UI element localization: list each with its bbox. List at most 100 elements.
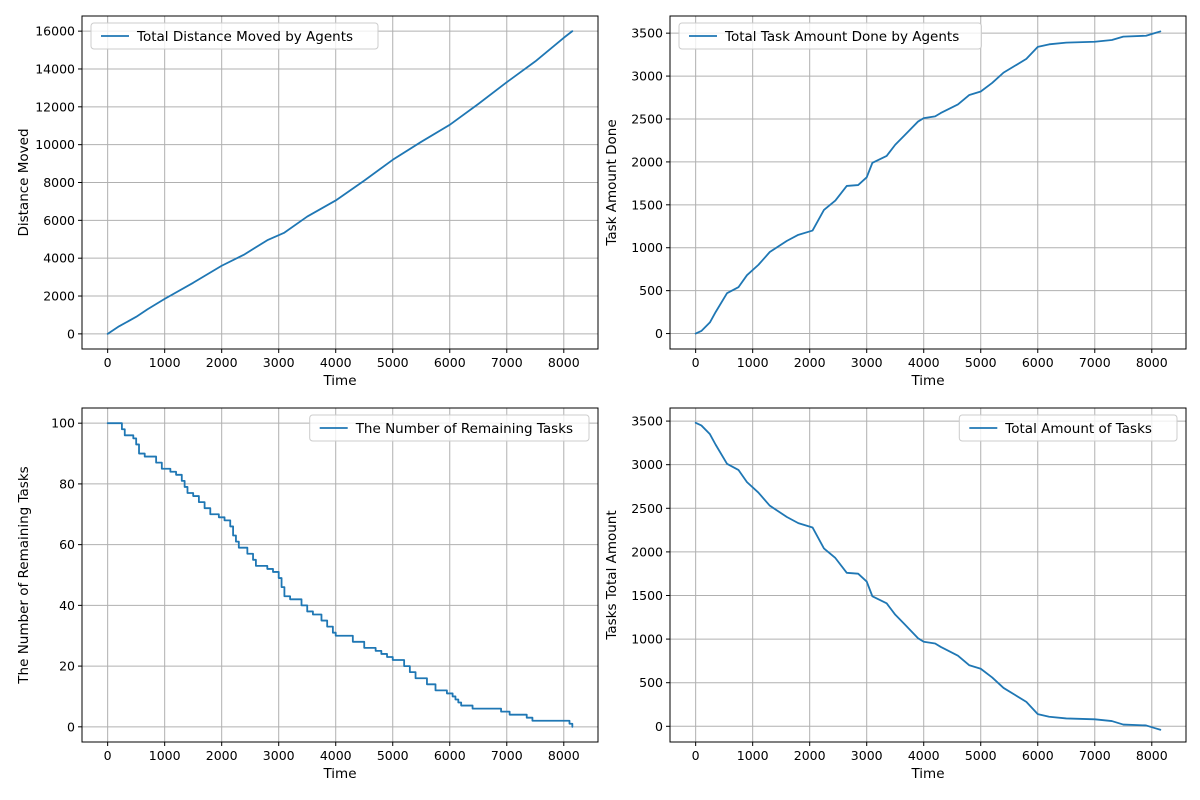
y-tick-label: 20 [59, 659, 75, 674]
y-tick-label: 1500 [631, 197, 663, 212]
y-tick-label: 1000 [631, 632, 663, 647]
y-tick-label: 4000 [43, 251, 75, 266]
x-tick-label: 4000 [320, 355, 352, 370]
x-tick-label: 7000 [491, 355, 523, 370]
y-tick-label: 500 [639, 675, 663, 690]
x-tick-label: 4000 [908, 748, 940, 763]
y-axis-label: Distance Moved [16, 128, 32, 236]
y-tick-label: 2500 [631, 501, 663, 516]
y-tick-label: 60 [59, 537, 75, 552]
series-line-1 [106, 30, 574, 335]
series-line-1 [106, 422, 574, 728]
x-tick-label: 6000 [434, 748, 466, 763]
x-tick-label: 5000 [377, 748, 409, 763]
y-tick-label: 3000 [631, 457, 663, 472]
y-tick-label: 1500 [631, 588, 663, 603]
y-tick-label: 6000 [43, 213, 75, 228]
axes-frame [81, 15, 599, 350]
x-axis-label: Time [322, 766, 356, 782]
axes-frame [669, 15, 1187, 350]
x-tick-label: 2000 [206, 355, 238, 370]
x-tick-label: 5000 [377, 355, 409, 370]
y-tick-label: 16000 [35, 24, 75, 39]
y-tick-label: 2000 [43, 289, 75, 304]
x-tick-label: 3000 [851, 355, 883, 370]
x-tick-label: 4000 [320, 748, 352, 763]
y-tick-label: 100 [51, 416, 75, 431]
x-tick-label: 0 [692, 355, 700, 370]
y-tick-label: 2000 [631, 544, 663, 559]
x-tick-label: 0 [104, 748, 112, 763]
y-axis-label: Tasks Total Amount [604, 510, 620, 640]
y-tick-label: 1000 [631, 240, 663, 255]
x-tick-label: 1000 [149, 748, 181, 763]
x-tick-label: 0 [692, 748, 700, 763]
x-tick-label: 4000 [908, 355, 940, 370]
x-tick-label: 1000 [737, 355, 769, 370]
legend: Total Distance Moved by Agents [90, 22, 379, 50]
y-tick-label: 0 [655, 719, 663, 734]
y-tick-label: 2500 [631, 111, 663, 126]
x-tick-label: 7000 [1079, 748, 1111, 763]
y-axis-label: Task Amount Done [604, 119, 620, 246]
x-tick-label: 8000 [548, 748, 580, 763]
x-tick-label: 1000 [737, 748, 769, 763]
subplot-1: 0 1000 2000 3000 4000 5000 6000 7000 8000 0 2000 40… [16, 15, 599, 389]
y-tick-label: 0 [67, 719, 75, 734]
y-tick-label: 14000 [35, 61, 75, 76]
axes-frame [81, 407, 599, 743]
x-tick-label: 3000 [263, 355, 295, 370]
legend: Total Amount of Tasks [958, 414, 1178, 442]
y-tick-label: 3000 [631, 69, 663, 84]
x-tick-label: 8000 [548, 355, 580, 370]
y-tick-label: 10000 [35, 137, 75, 152]
y-tick-label: 0 [67, 326, 75, 341]
subplot-4: 0 1000 2000 3000 4000 5000 6000 7000 8000 0 500 100… [604, 407, 1187, 782]
series-line-1 [694, 421, 1162, 731]
x-tick-label: 6000 [434, 355, 466, 370]
x-axis-label: Time [322, 373, 356, 389]
x-tick-label: 2000 [206, 748, 238, 763]
x-tick-label: 7000 [491, 748, 523, 763]
legend-frame [309, 414, 590, 442]
x-axis-label: Time [910, 766, 944, 782]
y-axis-label: The Number of Remaining Tasks [16, 466, 32, 684]
x-tick-label: 0 [104, 355, 112, 370]
legend-label: The Number of Remaining Tasks [355, 421, 573, 437]
y-tick-label: 12000 [35, 99, 75, 114]
x-axis-label: Time [910, 373, 944, 389]
x-tick-label: 2000 [794, 748, 826, 763]
legend-label: Total Task Amount Done by Agents [724, 29, 959, 45]
x-tick-label: 8000 [1136, 748, 1168, 763]
x-tick-label: 6000 [1022, 748, 1054, 763]
legend-label: Total Distance Moved by Agents [136, 29, 353, 45]
subplot-3: 0 1000 2000 3000 4000 5000 6000 7000 8000 0 20 40 60… [16, 407, 599, 782]
legend-label: Total Amount of Tasks [1004, 421, 1152, 437]
y-tick-label: 80 [59, 476, 75, 491]
x-tick-label: 8000 [1136, 355, 1168, 370]
legend: Total Task Amount Done by Agents [678, 22, 982, 50]
x-tick-label: 1000 [149, 355, 181, 370]
y-tick-label: 2000 [631, 154, 663, 169]
x-tick-label: 3000 [851, 748, 883, 763]
x-tick-label: 3000 [263, 748, 295, 763]
x-tick-label: 6000 [1022, 355, 1054, 370]
subplot-2: 0 1000 2000 3000 4000 5000 6000 7000 8000 0 500 100… [604, 15, 1187, 389]
y-tick-label: 40 [59, 598, 75, 613]
y-tick-label: 3500 [631, 414, 663, 429]
series-line-1 [694, 30, 1162, 335]
x-tick-label: 5000 [965, 355, 997, 370]
x-tick-label: 5000 [965, 748, 997, 763]
legend: The Number of Remaining Tasks [309, 414, 590, 442]
x-tick-label: 7000 [1079, 355, 1111, 370]
y-tick-label: 8000 [43, 175, 75, 190]
y-tick-label: 0 [655, 326, 663, 341]
y-tick-label: 3500 [631, 26, 663, 41]
legend-frame [958, 414, 1178, 442]
legend-frame [678, 22, 982, 50]
x-tick-label: 2000 [794, 355, 826, 370]
y-tick-label: 500 [639, 283, 663, 298]
legend-frame [90, 22, 379, 50]
axes-frame [669, 407, 1187, 743]
